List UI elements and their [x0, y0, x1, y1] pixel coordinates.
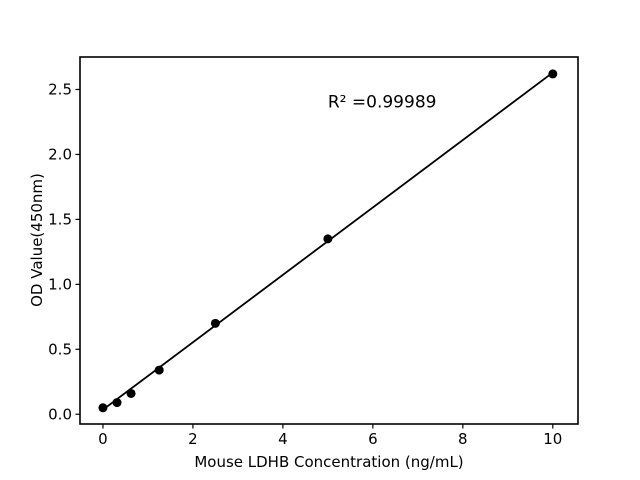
x-tick-label: 4 — [278, 430, 288, 448]
x-tick-label: 10 — [543, 430, 562, 448]
y-tick-label: 1.0 — [48, 276, 72, 294]
r-squared-annotation: R² =0.99989 — [328, 93, 437, 113]
x-tick-label: 0 — [98, 430, 108, 448]
data-point — [112, 398, 122, 408]
y-tick-label: 0.5 — [48, 341, 72, 359]
y-tick-label: 2.0 — [48, 146, 72, 164]
x-tick-label: 6 — [368, 430, 378, 448]
data-point — [210, 318, 220, 328]
x-axis-label: Mouse LDHB Concentration (ng/mL) — [194, 453, 463, 471]
x-axis-ticks: 0 2 4 6 8 10 — [98, 424, 562, 448]
y-tick-label: 2.5 — [48, 81, 72, 99]
y-axis-label: OD Value(450nm) — [28, 173, 46, 307]
y-tick-label: 0.0 — [48, 405, 72, 423]
data-point — [154, 365, 164, 375]
x-tick-label: 2 — [188, 430, 198, 448]
data-point — [126, 388, 136, 398]
data-point — [323, 234, 333, 244]
plot-border — [79, 56, 579, 425]
x-tick-label: 8 — [458, 430, 468, 448]
y-tick-label: 1.5 — [48, 211, 72, 229]
data-point — [548, 69, 558, 79]
data-point — [98, 403, 108, 413]
data-points — [98, 69, 558, 413]
y-axis-ticks: 0.0 0.5 1.0 1.5 2.0 2.5 — [48, 81, 80, 423]
